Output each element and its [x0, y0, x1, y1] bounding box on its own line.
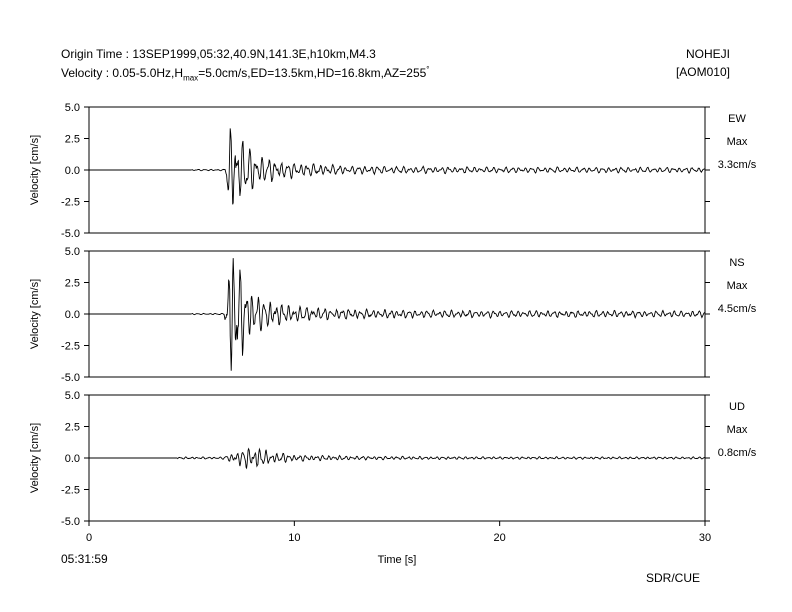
ytick-label-ns: 0.0	[65, 309, 80, 321]
station-name: NOHEJI	[685, 47, 730, 61]
velocity-header-sub: max	[183, 73, 199, 83]
ytick-label-ud: 0.0	[65, 453, 80, 465]
waveform-ns	[191, 258, 706, 371]
station-code: [AOM010]	[675, 65, 730, 79]
velocity-header: Velocity : 0.05-5.0Hz,Hmax=5.0cm/s,ED=13…	[61, 65, 430, 82]
ylabel-ud: Velocity [cm/s]	[29, 423, 41, 493]
ytick-label-ud: -5.0	[61, 516, 80, 528]
ylabel-ns: Velocity [cm/s]	[29, 279, 41, 349]
waveform-ud	[177, 447, 706, 470]
ytick-label-ew: 5.0	[65, 102, 80, 114]
ytick-label-ud: 5.0	[65, 390, 80, 402]
max-value-ew: 3.3cm/s	[718, 159, 757, 171]
ylabel-ew: Velocity [cm/s]	[29, 135, 41, 205]
xtick-label: 10	[288, 532, 300, 544]
ytick-label-ns: -2.5	[61, 341, 80, 353]
max-label-ew: Max	[727, 136, 748, 148]
ytick-label-ud: -2.5	[61, 485, 80, 497]
ytick-label-ew: -2.5	[61, 197, 80, 209]
xtick-label: 0	[86, 532, 92, 544]
max-label-ud: Max	[727, 424, 748, 436]
velocity-header-post: =5.0cm/s,ED=13.5km,HD=16.8km,AZ=255	[198, 66, 427, 80]
max-label-ns: Max	[727, 280, 748, 292]
ytick-label-ns: 5.0	[65, 246, 80, 258]
ytick-label-ns: 2.5	[65, 278, 80, 290]
velocity-header-deg: °	[426, 65, 430, 74]
origin-time-header: Origin Time : 13SEP1999,05:32,40.9N,141.…	[61, 47, 376, 61]
ytick-label-ew: 0.0	[65, 165, 80, 177]
xlabel: Time [s]	[378, 554, 417, 566]
ytick-label-ns: -5.0	[61, 372, 80, 384]
ytick-label-ud: 2.5	[65, 422, 80, 434]
component-label-ud: UD	[729, 401, 745, 413]
xtick-label: 30	[699, 532, 711, 544]
xtick-label: 20	[494, 532, 506, 544]
credit-label: SDR/CUE	[645, 571, 700, 585]
component-label-ew: EW	[728, 113, 746, 125]
max-value-ns: 4.5cm/s	[718, 303, 757, 315]
max-value-ud: 0.8cm/s	[718, 447, 757, 459]
component-label-ns: NS	[729, 257, 744, 269]
waveform-ew	[191, 128, 706, 205]
ytick-label-ew: -5.0	[61, 228, 80, 240]
ytick-label-ew: 2.5	[65, 134, 80, 146]
start-time-label: 05:31:59	[61, 552, 108, 566]
velocity-header-pre: Velocity : 0.05-5.0Hz,H	[61, 66, 184, 80]
